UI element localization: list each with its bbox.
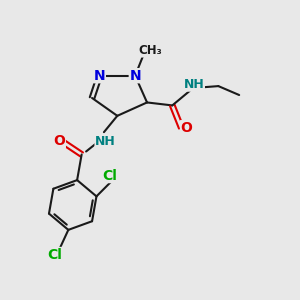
Text: Cl: Cl [47,248,62,262]
Text: O: O [53,134,65,148]
Text: O: O [181,121,193,135]
Text: Cl: Cl [102,169,117,182]
Text: NH: NH [184,78,204,91]
Text: N: N [129,69,141,83]
Text: NH: NH [95,135,116,148]
Text: CH₃: CH₃ [139,44,163,57]
Text: N: N [94,69,105,83]
